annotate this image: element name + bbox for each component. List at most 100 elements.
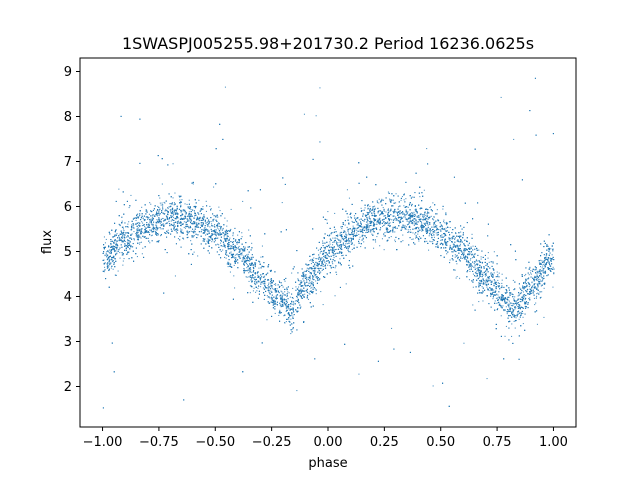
data-point <box>160 235 162 237</box>
data-point <box>323 247 325 249</box>
data-point <box>138 216 140 218</box>
data-point <box>509 310 511 312</box>
data-point <box>521 296 523 298</box>
data-point <box>104 269 106 271</box>
data-point <box>415 227 417 229</box>
data-point <box>431 237 433 239</box>
data-point <box>108 245 110 247</box>
data-point <box>407 231 409 233</box>
data-point <box>530 292 532 294</box>
data-point <box>421 224 423 226</box>
data-point <box>381 211 383 213</box>
data-point <box>290 333 292 335</box>
data-point <box>278 314 280 316</box>
data-point <box>123 229 125 231</box>
data-point <box>188 211 190 213</box>
data-point <box>535 302 537 304</box>
data-point <box>212 225 214 227</box>
data-point <box>304 284 306 286</box>
data-point <box>262 280 264 282</box>
data-point <box>158 241 160 243</box>
data-point <box>293 304 295 306</box>
data-point <box>262 283 264 285</box>
data-point <box>315 258 317 260</box>
data-point <box>385 211 387 213</box>
data-point <box>460 231 462 233</box>
data-point <box>400 212 402 214</box>
data-point <box>275 297 277 299</box>
data-point <box>367 224 369 226</box>
data-point <box>442 208 444 210</box>
data-point <box>418 216 420 218</box>
data-point <box>526 286 528 288</box>
data-point <box>494 294 496 296</box>
data-point <box>307 298 309 300</box>
data-point <box>103 271 105 273</box>
data-point <box>217 243 219 245</box>
data-point <box>231 246 233 248</box>
data-point <box>141 221 143 223</box>
data-point <box>358 238 360 240</box>
data-point <box>360 225 362 227</box>
data-point <box>474 266 476 268</box>
data-point <box>128 242 130 244</box>
data-point <box>105 252 107 254</box>
data-point <box>383 249 385 251</box>
data-point <box>151 228 153 230</box>
data-point <box>104 269 106 271</box>
data-point <box>248 272 250 274</box>
data-point <box>519 287 521 289</box>
data-point <box>268 282 270 284</box>
data-point <box>368 221 370 223</box>
data-point <box>449 227 451 229</box>
data-point <box>546 261 548 263</box>
data-point <box>151 224 153 226</box>
data-point <box>140 233 142 235</box>
data-point <box>238 240 240 242</box>
data-point <box>250 263 252 265</box>
data-point <box>423 214 425 216</box>
data-point <box>273 283 275 285</box>
data-point <box>349 251 351 253</box>
data-point <box>395 216 397 218</box>
data-point <box>405 198 407 200</box>
data-point <box>106 251 108 253</box>
data-point <box>508 300 510 302</box>
data-point <box>371 221 373 223</box>
data-point <box>326 219 328 221</box>
data-point <box>542 272 544 274</box>
data-point <box>528 274 530 276</box>
data-point <box>499 283 501 285</box>
data-point <box>237 254 239 256</box>
data-point <box>529 297 531 299</box>
data-point <box>405 209 407 211</box>
data-point <box>515 307 517 309</box>
data-point <box>506 296 508 298</box>
data-point <box>287 291 289 293</box>
data-point <box>400 218 402 220</box>
data-point <box>483 281 485 283</box>
data-point <box>469 265 471 267</box>
data-point <box>459 243 461 245</box>
data-point <box>137 236 139 238</box>
data-point <box>429 240 431 242</box>
data-point <box>432 232 434 234</box>
data-point <box>289 308 291 310</box>
data-point <box>373 212 375 214</box>
data-point <box>317 249 319 251</box>
data-point <box>419 219 421 221</box>
data-point <box>454 256 456 258</box>
data-point <box>345 246 347 248</box>
data-point <box>508 306 510 308</box>
data-point <box>202 238 204 240</box>
data-point <box>493 283 495 285</box>
data-point <box>173 229 175 231</box>
data-point <box>180 204 182 206</box>
data-point <box>108 249 110 251</box>
data-point <box>416 226 418 228</box>
data-point <box>430 241 432 243</box>
data-point <box>267 287 269 289</box>
data-point <box>486 278 488 280</box>
data-point <box>128 207 130 209</box>
data-point <box>320 271 322 273</box>
